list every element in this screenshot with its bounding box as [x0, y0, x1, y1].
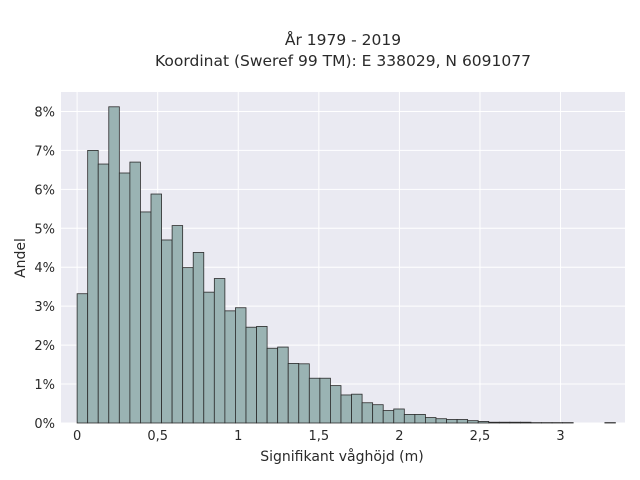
histogram-bar	[351, 393, 363, 424]
histogram-bar	[456, 419, 469, 424]
histogram-bar	[256, 326, 268, 424]
histogram-bar	[520, 421, 532, 424]
chart-subtitle: Koordinat (Sweref 99 TM): E 338029, N 60…	[155, 52, 531, 70]
y-tick-label: 1%	[34, 378, 55, 393]
x-tick-label: 1	[234, 429, 242, 444]
histogram-bar	[488, 421, 500, 424]
x-axis-ticks: 0 0,5 1 1,5 2 2,5 3	[73, 429, 565, 444]
histogram-bar	[319, 377, 331, 424]
histogram-bar	[330, 385, 342, 424]
y-axis-label: Andel	[13, 238, 29, 278]
histogram-bar	[245, 326, 257, 424]
histogram-bar	[161, 239, 173, 424]
y-axis-ticks: 0% 1% 2% 3% 4% 5% 6% 7% 8%	[34, 105, 55, 432]
histogram-bar	[361, 402, 374, 424]
y-tick-label: 6%	[34, 183, 55, 198]
histogram-bar	[76, 293, 89, 424]
histogram-bar	[382, 410, 395, 424]
histogram-bar	[192, 252, 205, 424]
histogram-bar	[203, 291, 215, 424]
y-tick-label: 8%	[34, 105, 55, 120]
histogram-bars	[76, 106, 616, 424]
histogram-bar	[393, 408, 405, 424]
histogram-bar	[340, 394, 352, 424]
histogram-bar	[403, 414, 416, 424]
x-tick-label: 1,5	[308, 429, 329, 444]
y-tick-label: 5%	[34, 222, 55, 237]
histogram-bar	[298, 363, 310, 424]
histogram-bar	[287, 363, 300, 424]
histogram-bar	[87, 150, 99, 424]
y-tick-label: 7%	[34, 144, 55, 159]
y-tick-label: 3%	[34, 300, 55, 315]
histogram-bar	[308, 377, 321, 424]
x-tick-label: 0,5	[147, 429, 168, 444]
y-tick-label: 0%	[34, 417, 55, 432]
histogram-bar	[477, 421, 490, 424]
histogram-bar	[498, 421, 511, 424]
x-tick-label: 2	[395, 429, 403, 444]
histogram-bar	[235, 307, 247, 424]
histogram-bar	[140, 211, 152, 424]
y-tick-label: 2%	[34, 339, 55, 354]
x-tick-label: 3	[556, 429, 564, 444]
histogram-bar	[118, 172, 131, 424]
histogram-bar	[213, 278, 226, 424]
histogram-bar	[171, 225, 184, 424]
histogram-bar	[97, 163, 110, 424]
histogram-bar	[467, 420, 479, 424]
histogram-bar	[224, 310, 236, 424]
histogram-bar	[425, 417, 437, 424]
histogram-bar	[266, 347, 279, 424]
x-tick-label: 2,5	[470, 429, 491, 444]
x-axis-label: Signifikant våghöjd (m)	[260, 448, 423, 465]
histogram-bar	[182, 267, 194, 424]
histogram-bar	[277, 346, 289, 424]
histogram-bar	[414, 414, 426, 424]
histogram-bar	[129, 161, 141, 424]
histogram-bar	[150, 193, 162, 424]
histogram-bar	[435, 418, 447, 424]
histogram-bar	[108, 106, 120, 424]
chart-title: År 1979 - 2019	[285, 30, 401, 49]
histogram-bar	[372, 404, 384, 424]
x-tick-label: 0	[73, 429, 81, 444]
histogram-bar	[446, 419, 458, 424]
y-tick-label: 4%	[34, 261, 55, 276]
histogram-bar	[509, 421, 521, 424]
